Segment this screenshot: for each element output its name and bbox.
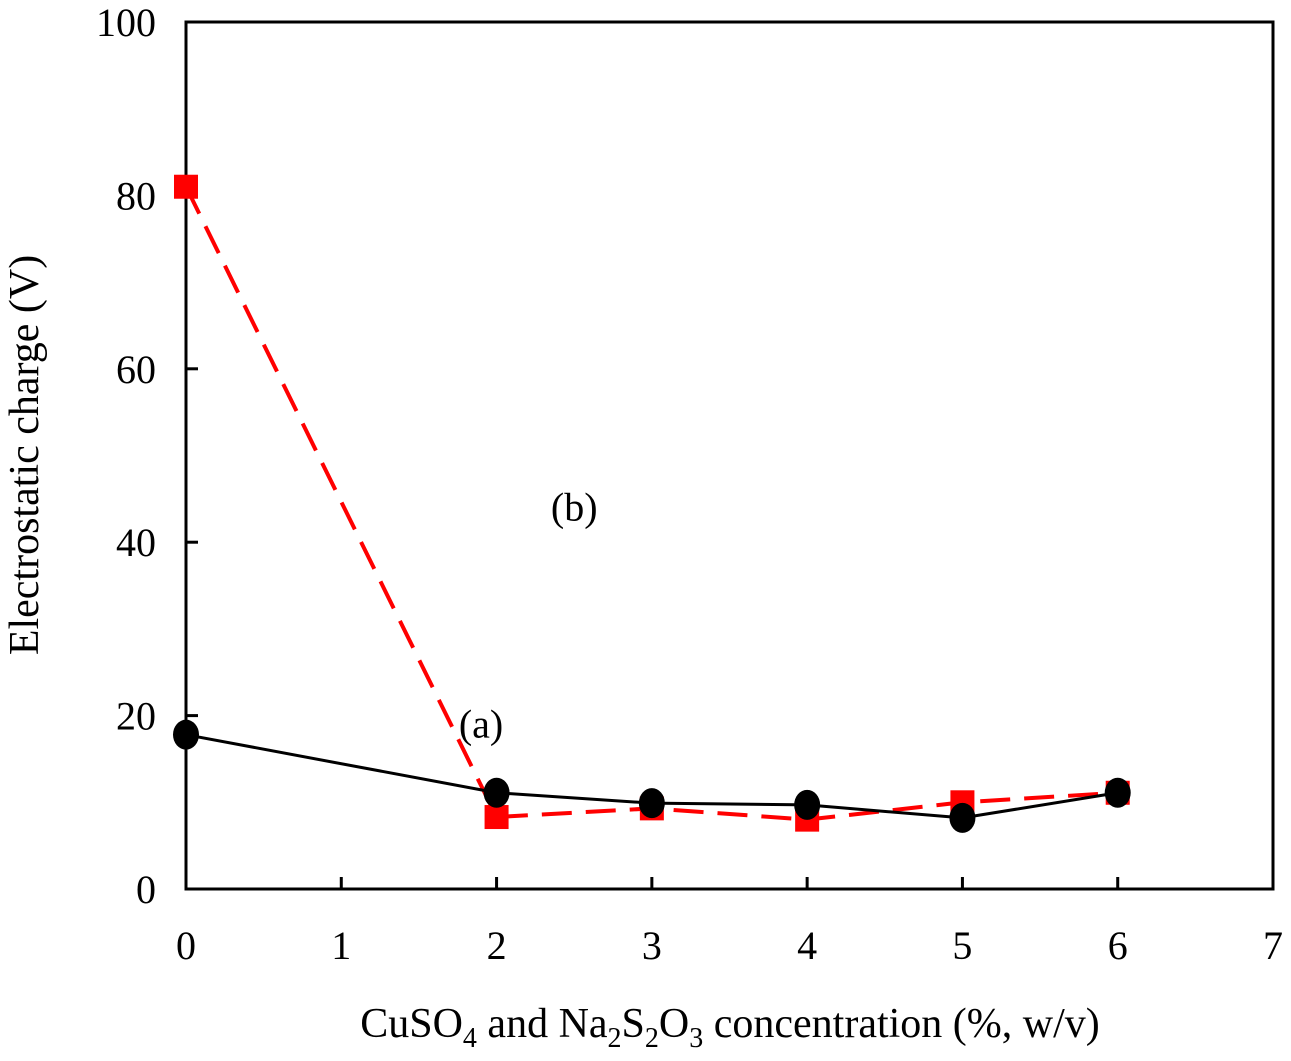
x-tick-label: 0 xyxy=(176,923,196,968)
y-axis-label: Electrostatic charge (V) xyxy=(2,255,48,655)
series-label: (b) xyxy=(551,485,598,530)
x-tick-label: 4 xyxy=(797,923,817,968)
y-tick-label: 20 xyxy=(116,694,156,739)
x-label-part: and Na xyxy=(477,1001,608,1047)
x-tick-label: 6 xyxy=(1108,923,1128,968)
x-tick-label: 2 xyxy=(487,923,507,968)
series-a: (a) xyxy=(173,701,1131,833)
y-tick-label: 40 xyxy=(116,520,156,565)
y-tick-label: 80 xyxy=(116,173,156,218)
x-label-part: O xyxy=(659,1001,689,1047)
x-label-part: S xyxy=(622,1001,645,1047)
series-line xyxy=(184,185,1118,822)
data-point xyxy=(794,789,821,820)
plot-frame xyxy=(184,20,1275,891)
x-label-subscript: 3 xyxy=(689,1023,703,1054)
data-point xyxy=(484,805,509,830)
series-layer: (b) (a) xyxy=(173,174,1131,833)
series-label: (a) xyxy=(459,701,503,746)
series-line xyxy=(185,733,1118,820)
x-label-part: concentration (%, w/v) xyxy=(703,1001,1100,1047)
x-tick-label: 3 xyxy=(642,923,662,968)
x-label-subscript: 2 xyxy=(608,1023,622,1054)
x-label-part: CuSO xyxy=(360,1001,463,1047)
data-point xyxy=(949,802,976,833)
y-tick-label: 60 xyxy=(116,347,156,392)
x-tick-label: 5 xyxy=(952,923,972,968)
data-point xyxy=(173,719,199,750)
data-point xyxy=(1104,777,1131,808)
x-tick-label: 7 xyxy=(1263,923,1283,968)
series-b: (b) xyxy=(174,174,1130,832)
x-tick-label: 1 xyxy=(331,923,351,968)
data-point xyxy=(174,174,198,199)
x-axis-label: CuSO4 and Na2S2O3 concentration (%, w/v) xyxy=(360,1001,1100,1054)
axes: 0 1 2 3 4 5 6 7 0 20 40 60 80 100 xyxy=(96,0,1283,968)
y-tick-label: 0 xyxy=(136,867,156,912)
x-label-subscript: 2 xyxy=(645,1023,659,1054)
data-point xyxy=(638,788,665,819)
data-point xyxy=(483,777,510,808)
x-label-subscript: 4 xyxy=(463,1023,477,1054)
y-tick-label: 100 xyxy=(96,0,156,45)
